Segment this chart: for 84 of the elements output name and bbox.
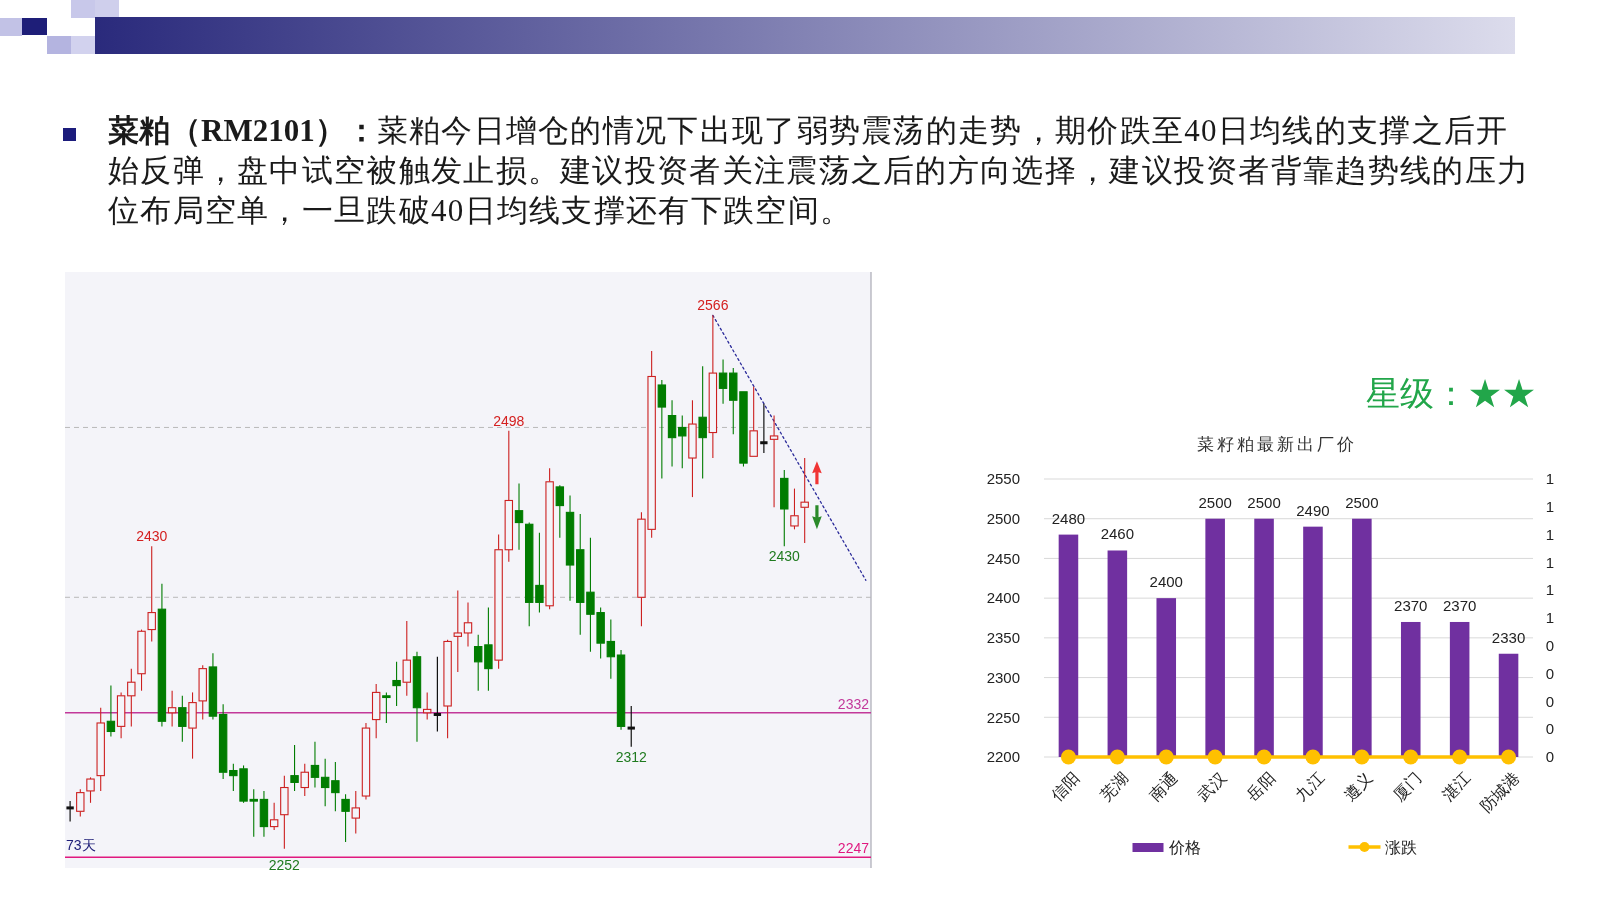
- y2-tick-label: 0: [1545, 748, 1555, 766]
- candlestick: [514, 482, 524, 551]
- candlestick: [106, 685, 116, 738]
- candlestick: [157, 583, 167, 727]
- ref-line-label: 2247: [837, 840, 870, 857]
- x-tick-label: 厦门: [1390, 769, 1425, 804]
- candlestick: [463, 601, 473, 648]
- data-label: 2400: [1149, 573, 1183, 591]
- candlestick: [800, 457, 809, 544]
- y2-tick-label: 0: [1545, 692, 1555, 710]
- y2-tick-label: 1: [1545, 609, 1555, 627]
- candlestick: [208, 652, 218, 721]
- candlestick: [116, 691, 126, 739]
- data-label: 2490: [1296, 501, 1330, 519]
- candlestick: [565, 494, 575, 602]
- y-tick-label: 2450: [986, 549, 1020, 567]
- legend-label: 价格: [1167, 838, 1201, 856]
- y-tick-label: 2500: [986, 509, 1020, 527]
- chart-title: 菜籽粕最新出厂价: [1196, 435, 1357, 454]
- candlestick: [188, 691, 197, 760]
- candlestick: [688, 399, 697, 498]
- y-tick-label: 2200: [986, 748, 1020, 766]
- candlestick: [606, 618, 616, 680]
- data-label: 2500: [1247, 493, 1281, 511]
- candlestick: [433, 656, 442, 733]
- x-tick-label: 信阳: [1047, 769, 1083, 804]
- data-label: 2480: [1051, 509, 1086, 527]
- x-tick-label: 岳阳: [1243, 769, 1279, 804]
- candlestick: [310, 741, 320, 789]
- annotation: 2430: [136, 528, 168, 545]
- y2-tick-label: 0: [1545, 720, 1555, 738]
- annotation: 2312: [615, 748, 648, 765]
- candlestick: [167, 690, 177, 727]
- y-tick-label: 2350: [986, 629, 1020, 647]
- data-label: 2370: [1442, 596, 1477, 614]
- data-label: 2460: [1100, 525, 1135, 543]
- y2-tick-label: 1: [1545, 470, 1555, 488]
- y2-tick-label: 1: [1545, 498, 1555, 516]
- y-tick-label: 2400: [986, 589, 1020, 607]
- candlestick: [760, 403, 768, 454]
- annotation: 73天: [66, 837, 96, 853]
- candlestick: [616, 649, 626, 731]
- data-label: 2370: [1394, 596, 1428, 614]
- candlestick: [66, 800, 74, 823]
- candlestick: [392, 661, 401, 707]
- candlestick: [698, 365, 707, 479]
- text: 星级：★★: [1366, 375, 1536, 412]
- x-tick-label: 九江: [1292, 769, 1327, 804]
- candlestick: [361, 722, 371, 800]
- chart-title: 菜粕（RM2101）：: [108, 113, 377, 148]
- data-label: 2500: [1345, 493, 1379, 511]
- data-label: 2330: [1491, 628, 1526, 646]
- candlestick: [331, 761, 340, 812]
- x-tick-label: 湛江: [1439, 769, 1474, 804]
- y2-tick-label: 1: [1545, 553, 1555, 571]
- annotation: 2430: [768, 548, 801, 565]
- x-tick-label: 南通: [1145, 769, 1181, 804]
- annotation: 2498: [493, 412, 525, 429]
- y2-tick-label: 0: [1545, 664, 1555, 682]
- ref-line-label: 2332: [837, 695, 870, 712]
- y2-tick-label: 1: [1545, 525, 1555, 543]
- candlestick: [708, 314, 718, 459]
- legend-label: 涨跌: [1384, 838, 1417, 856]
- annotation: 2566: [697, 297, 729, 314]
- x-tick-label: 武汉: [1194, 769, 1230, 804]
- y-tick-label: 2550: [986, 470, 1020, 488]
- x-tick-label: 芜湖: [1096, 769, 1132, 804]
- candlestick: [627, 705, 635, 748]
- candlestick: [412, 651, 422, 743]
- x-tick-label: 遵义: [1341, 769, 1376, 804]
- candlestick: [218, 703, 228, 780]
- candlestick: [453, 589, 463, 673]
- candlestick: [769, 415, 779, 508]
- candlestick: [718, 358, 728, 405]
- candlestick: [259, 790, 269, 838]
- candlestick: [320, 758, 330, 807]
- y-tick-label: 2250: [986, 708, 1020, 726]
- y2-tick-label: 1: [1545, 581, 1555, 599]
- y2-tick-label: 0: [1545, 637, 1555, 655]
- x-tick-label: 防城港: [1476, 769, 1523, 815]
- candlestick: [667, 399, 677, 468]
- annotation: 2252: [268, 857, 301, 874]
- data-label: 2500: [1198, 493, 1232, 511]
- y-tick-label: 2300: [986, 668, 1020, 686]
